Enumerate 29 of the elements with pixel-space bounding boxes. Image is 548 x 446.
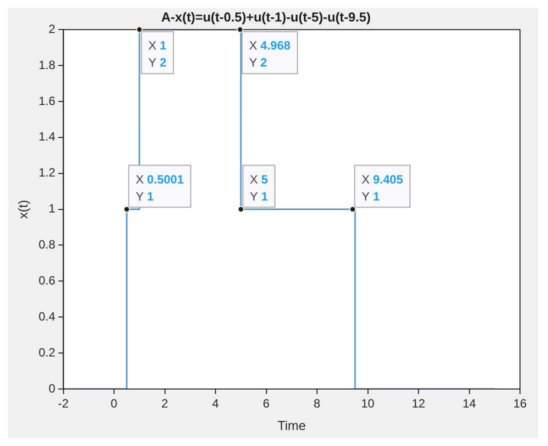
y-tick-label: 0.8: [38, 238, 56, 252]
x-tick-label: 16: [513, 396, 527, 411]
y-tick-label: 1.4: [38, 130, 56, 144]
x-tick-label: 8: [314, 396, 321, 411]
x-axis-title: Time: [277, 418, 306, 433]
annotation: X 4.968 Y 2: [249, 38, 291, 70]
y-tick-label: 0: [48, 381, 56, 396]
x-tick-label: 14: [462, 396, 476, 411]
x-tick-label: -2: [58, 396, 69, 411]
y-axis-title: x(t): [15, 200, 30, 219]
y-tick-label: 1.2: [38, 166, 56, 180]
annotation: X 9.405 Y 1: [362, 172, 404, 204]
y-tick-label: 0.6: [38, 273, 56, 288]
y-tick-label: 1.8: [38, 58, 56, 72]
annotation: X 5 Y 1: [250, 172, 268, 204]
annotation: X 1 Y 2: [148, 38, 167, 70]
y-tick-label: 0.4: [38, 309, 56, 324]
x-tick-label: 10: [361, 396, 375, 411]
x-tick-label: 2: [161, 396, 168, 411]
chart-title: A-x(t)=u(t-0.5)+u(t-1)-u(t-5)-u(t-9.5): [161, 9, 371, 24]
y-tick-label: 1: [48, 202, 56, 216]
y-tick-label: 0.2: [38, 345, 56, 360]
annotation: X 0.5001 Y 1: [136, 172, 184, 204]
x-tick-label: 6: [262, 396, 270, 411]
x-tick-label: 0: [110, 396, 118, 411]
y-tick-label: 2: [48, 22, 56, 36]
x-tick-label: 12: [412, 396, 426, 411]
x-tick-label: 4: [212, 396, 220, 411]
y-tick-label: 1.6: [38, 94, 56, 108]
